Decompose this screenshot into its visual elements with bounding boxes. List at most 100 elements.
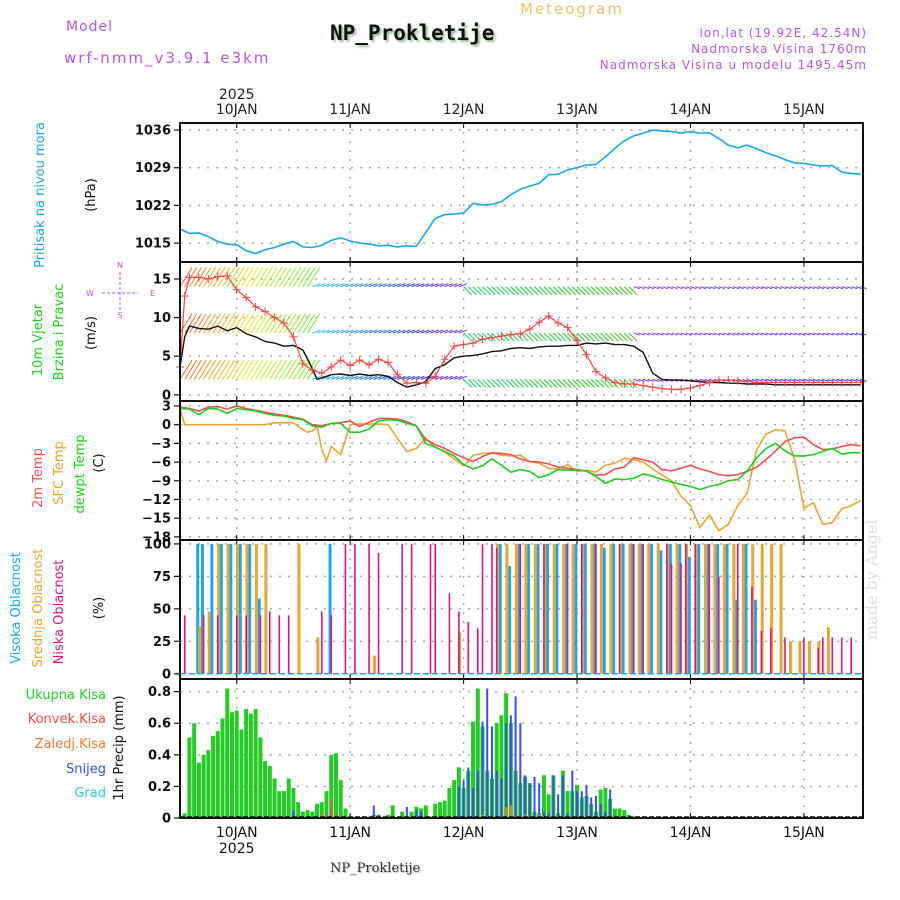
wind-arrow — [226, 267, 240, 287]
cloud-bar-mid — [590, 543, 594, 674]
precip-bar-total — [319, 802, 324, 818]
wind-arrow — [425, 329, 434, 334]
wind-arrow — [567, 379, 576, 388]
precip-bar-total — [239, 729, 244, 818]
y-tick-label: −15 — [142, 512, 171, 527]
gust-marker — [308, 366, 317, 375]
wind-arrow — [699, 332, 707, 336]
credit-watermark: made by Angel — [862, 519, 881, 640]
wind-arrow — [548, 379, 558, 388]
precip-bar-snow — [599, 803, 602, 818]
wind-arrow — [728, 332, 735, 336]
wind-arrow — [203, 359, 217, 380]
cloud-bar-low — [670, 563, 673, 674]
wind-arrow — [368, 375, 378, 380]
precip-bar-snow — [533, 776, 536, 818]
cloud-bar-high — [735, 599, 739, 674]
precip-bar-total — [390, 805, 395, 818]
wind-arrow — [590, 332, 600, 342]
precip-bar-total — [617, 808, 622, 818]
wind-arrow — [605, 286, 614, 296]
precip-bar-total — [281, 791, 286, 818]
precip-bar-snow — [590, 797, 593, 818]
wind-arrow — [387, 375, 397, 380]
wind-arrow — [600, 286, 610, 296]
cloud-bar-high — [640, 543, 644, 674]
precip-bar-total — [225, 688, 230, 818]
cloud-bar-high — [527, 543, 531, 674]
cloud-bar-low — [760, 630, 763, 674]
x-tick-label-bottom: 15JAN — [783, 825, 825, 841]
wind-arrow — [326, 329, 335, 334]
y-tick-label: 3 — [162, 399, 171, 414]
wind-arrow — [387, 329, 397, 334]
compass-e: E — [150, 289, 155, 298]
wind-arrow — [236, 313, 250, 334]
wind-arrow — [193, 313, 207, 334]
cloud-bar-low — [817, 647, 819, 674]
cloud-bar-mid — [207, 611, 211, 674]
wind-arrow — [307, 267, 321, 287]
wind-arrow — [718, 332, 725, 336]
wind-arrow — [751, 332, 759, 336]
wind-arrow — [241, 313, 254, 334]
wind-arrow — [652, 378, 659, 382]
wind-arrow — [590, 286, 600, 296]
wind-arrow — [851, 332, 858, 336]
precip-bar-snow — [566, 813, 569, 818]
y-tick-label: 0.4 — [148, 748, 171, 763]
gust-marker — [421, 379, 430, 388]
wind-arrow — [671, 286, 678, 290]
wind-arrow — [851, 378, 858, 382]
wind-arrow — [765, 332, 773, 336]
wind-arrow — [467, 379, 477, 388]
wind-arrow — [643, 378, 650, 382]
wind-arrow — [501, 379, 510, 388]
wind-arrow — [326, 375, 335, 380]
series-line-sfc-temp — [179, 408, 861, 532]
gust-marker — [412, 378, 421, 387]
wind-arrow — [841, 332, 848, 336]
precip-bar-snow — [594, 795, 597, 818]
precip-bar-snow — [528, 783, 531, 818]
cloud-bar-mid — [770, 543, 774, 674]
precip-bar-total — [423, 805, 428, 818]
wind-arrow — [524, 379, 534, 388]
wind-arrow — [278, 359, 292, 380]
cloud-bar-high — [631, 543, 635, 674]
wind-arrow — [477, 286, 487, 296]
cloud-bar-low — [618, 543, 621, 674]
precip-bar-total — [305, 810, 310, 818]
cloud-bar-mid — [264, 543, 268, 674]
cloud-bar-mid — [552, 543, 556, 674]
wind-arrow — [236, 359, 250, 380]
precip-bar-snow — [405, 806, 408, 818]
wind-arrow — [813, 378, 820, 382]
gust-marker — [223, 271, 232, 280]
wind-arrow — [406, 375, 416, 380]
wind-arrow — [231, 313, 245, 334]
wind-arrow — [212, 359, 226, 380]
legend-conv-rain: Konvek.Kisa — [28, 712, 106, 727]
cloud-bar-high — [219, 543, 223, 674]
wind-arrow — [283, 359, 297, 380]
wind-arrow — [581, 379, 591, 388]
gust-marker — [185, 273, 194, 282]
wind-arrow — [647, 286, 655, 290]
wind-arrow — [803, 332, 811, 336]
wind-arrow — [505, 379, 515, 388]
wind-arrow — [543, 286, 553, 296]
precip-bar-total — [475, 688, 480, 818]
wind-arrow — [799, 286, 806, 290]
wind-arrow — [671, 332, 678, 336]
wind-arrow — [217, 359, 231, 380]
cloud-bar-low — [770, 628, 772, 674]
wind-arrow — [723, 332, 730, 336]
precip-bar-total — [272, 778, 277, 818]
wind-arrow — [628, 379, 638, 388]
cloud-bar-mid — [571, 543, 575, 674]
wind-arrow — [274, 267, 287, 287]
wind-arrow — [832, 332, 839, 336]
wind-arrow — [510, 286, 520, 296]
x-tick-label-top: 13JAN — [556, 102, 598, 118]
